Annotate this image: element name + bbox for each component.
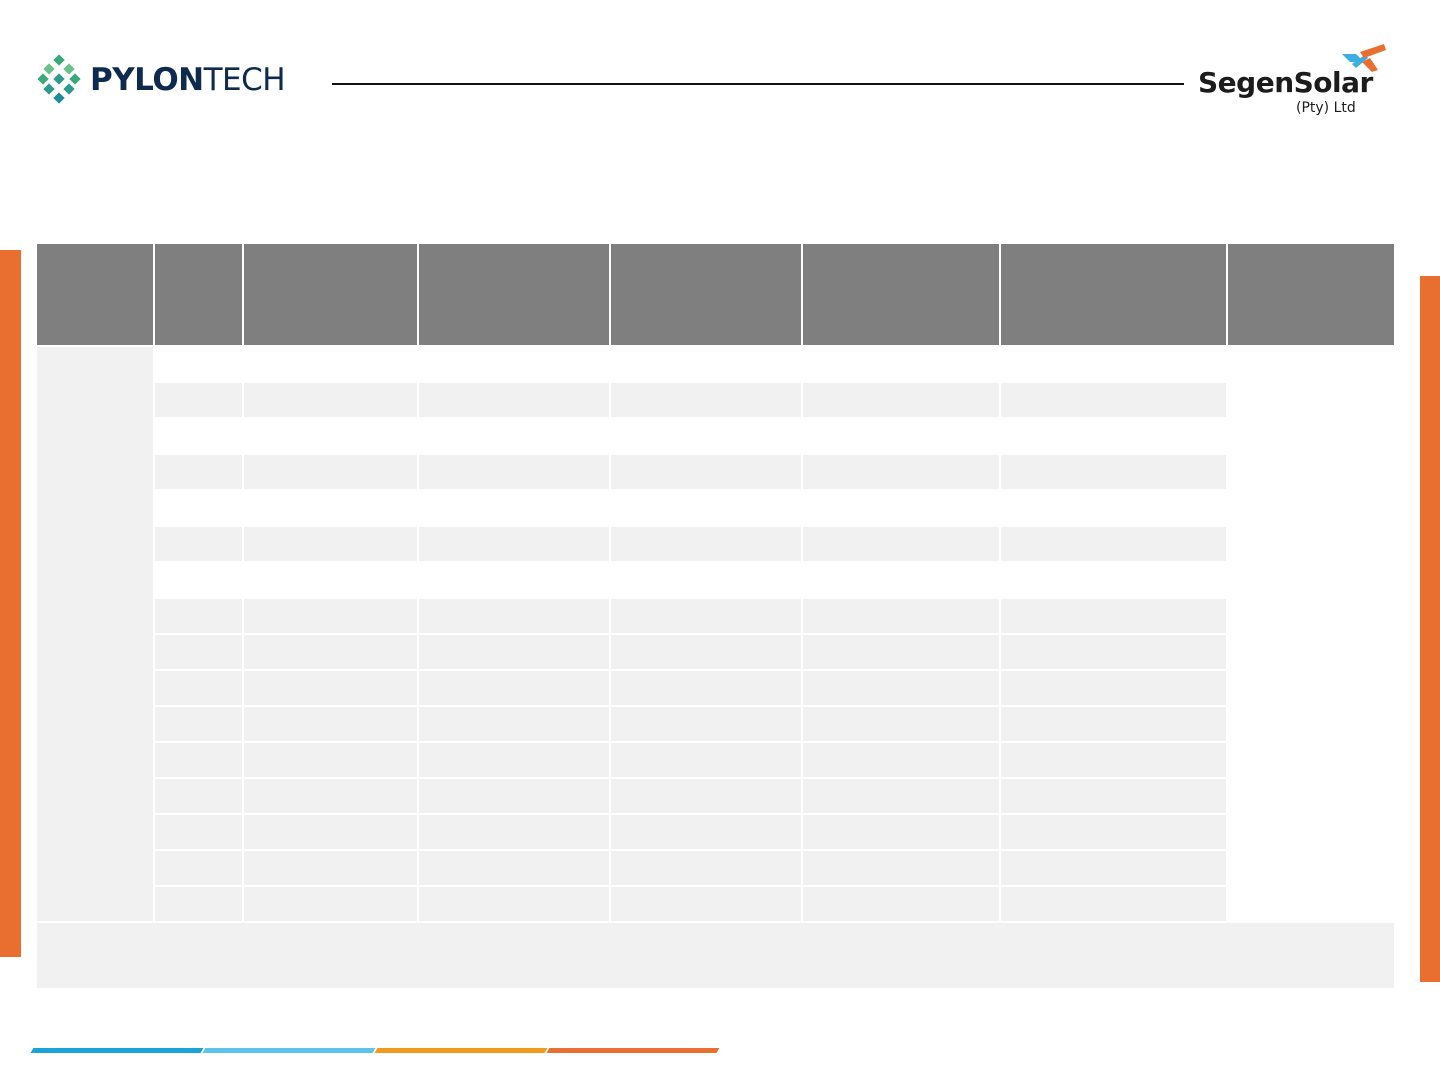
table-cell xyxy=(155,851,242,885)
table-cell xyxy=(155,743,242,777)
table-cell xyxy=(1001,599,1226,633)
table-cell xyxy=(244,851,417,885)
table-cell xyxy=(419,383,609,417)
table-cell xyxy=(419,635,609,669)
table-cell xyxy=(244,383,417,417)
table-cell xyxy=(244,635,417,669)
table-row-group-label xyxy=(37,347,153,921)
table-cell xyxy=(803,815,999,849)
table-cell xyxy=(155,815,242,849)
table-cell xyxy=(611,635,801,669)
pylontech-wordmark-bold: PYLON xyxy=(90,62,204,98)
table-cell xyxy=(611,527,801,561)
table-cell xyxy=(1001,635,1226,669)
footer-stripe-4 xyxy=(546,1048,720,1053)
table-cell xyxy=(803,779,999,813)
table-cell xyxy=(419,743,609,777)
table-cell xyxy=(1001,743,1226,777)
table-cell xyxy=(803,599,999,633)
table-cell xyxy=(803,887,999,921)
footer-stripe-3 xyxy=(374,1048,548,1053)
table-header-cell xyxy=(1001,244,1226,345)
table-cell xyxy=(803,743,999,777)
pylontech-wordmark-light: TECH xyxy=(203,62,286,98)
segensolar-subtitle: (Pty) Ltd xyxy=(1296,100,1356,116)
table-cell xyxy=(1001,707,1226,741)
table-cell xyxy=(803,671,999,705)
table-cell xyxy=(611,743,801,777)
table-cell xyxy=(803,707,999,741)
table-cell xyxy=(244,599,417,633)
table-cell xyxy=(419,599,609,633)
left-accent-bar xyxy=(0,250,21,957)
pylontech-wordmark: PYLONTECH xyxy=(90,62,286,98)
table-cell xyxy=(419,527,609,561)
table-cell xyxy=(1001,851,1226,885)
table-cell xyxy=(155,455,242,489)
right-accent-bar xyxy=(1420,276,1440,982)
table-header-cell xyxy=(37,244,153,345)
pylontech-mark-icon xyxy=(38,54,81,104)
footer-stripe-1 xyxy=(30,1048,204,1053)
table-cell xyxy=(1001,815,1226,849)
table-header-cell xyxy=(611,244,801,345)
table-cell xyxy=(803,527,999,561)
table-cell xyxy=(611,779,801,813)
table-cell xyxy=(155,707,242,741)
table-cell xyxy=(419,779,609,813)
table-cell xyxy=(611,671,801,705)
table-cell xyxy=(155,527,242,561)
table-cell xyxy=(419,851,609,885)
table-cell xyxy=(611,599,801,633)
table-cell xyxy=(244,671,417,705)
table-cell xyxy=(611,455,801,489)
table-cell xyxy=(1001,779,1226,813)
table-footer xyxy=(37,923,1394,988)
table-cell xyxy=(244,527,417,561)
table-cell xyxy=(244,887,417,921)
table-cell xyxy=(244,779,417,813)
table-cell xyxy=(1001,383,1226,417)
table-cell xyxy=(419,815,609,849)
table-cell xyxy=(419,455,609,489)
table-cell xyxy=(1001,527,1226,561)
table-cell xyxy=(419,671,609,705)
table-header-cell xyxy=(244,244,417,345)
table-cell xyxy=(1001,455,1226,489)
table-cell xyxy=(611,707,801,741)
table-cell xyxy=(803,851,999,885)
table-cell xyxy=(803,455,999,489)
footer-stripe-2 xyxy=(202,1048,376,1053)
header-divider xyxy=(332,83,1184,85)
table-cell xyxy=(611,851,801,885)
table-cell xyxy=(155,779,242,813)
table-cell xyxy=(419,707,609,741)
table-cell xyxy=(611,815,801,849)
table-cell xyxy=(1001,671,1226,705)
table-cell xyxy=(1001,887,1226,921)
table-cell xyxy=(611,887,801,921)
table-cell xyxy=(155,599,242,633)
table-cell xyxy=(155,887,242,921)
table-cell xyxy=(244,815,417,849)
table-cell xyxy=(244,707,417,741)
table-cell xyxy=(244,455,417,489)
table-header-cell xyxy=(803,244,999,345)
table-cell xyxy=(611,383,801,417)
pylontech-logo: PYLONTECH xyxy=(38,54,298,106)
segensolar-mark-icon xyxy=(1342,44,1386,72)
table-cell xyxy=(419,887,609,921)
table-header-cell xyxy=(1228,244,1394,345)
table-header-cell xyxy=(155,244,242,345)
table-cell xyxy=(155,635,242,669)
table-cell xyxy=(803,383,999,417)
table-header-cell xyxy=(419,244,609,345)
segensolar-logo: SegenSolar (Pty) Ltd xyxy=(1196,42,1396,122)
table-cell xyxy=(155,671,242,705)
table-cell xyxy=(803,635,999,669)
segensolar-wordmark: SegenSolar xyxy=(1198,66,1373,99)
table-cell xyxy=(244,743,417,777)
spec-table xyxy=(37,244,1394,988)
table-cell xyxy=(155,383,242,417)
